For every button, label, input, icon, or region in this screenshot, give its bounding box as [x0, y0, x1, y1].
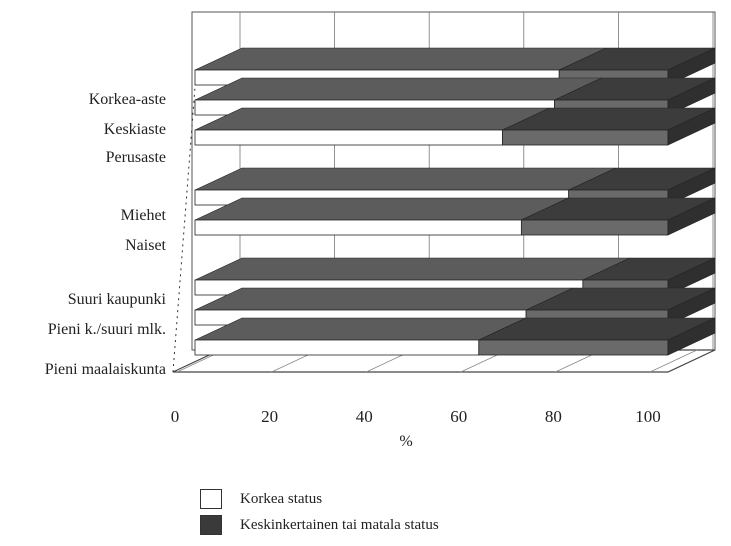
bar-segment — [194, 107, 550, 146]
x-axis-label: % — [399, 433, 412, 450]
bar-top-face — [194, 47, 607, 71]
bar-side-face — [667, 317, 716, 356]
category-label: Miehet — [121, 207, 167, 224]
bar-front-face — [520, 219, 669, 236]
x-tick-label: 60 — [450, 407, 467, 426]
bar-front-face — [502, 129, 669, 146]
category-label: Suuri kaupunki — [68, 291, 167, 308]
chart: Korkea-aste Keskiaste Perusaste Miehet Naise… — [45, 11, 716, 450]
bar-side-face — [667, 197, 716, 236]
bar-top-face — [194, 77, 602, 101]
category-label: Pieni k./suuri mlk. — [48, 321, 166, 338]
bar-top-face — [194, 317, 526, 341]
bars — [194, 47, 716, 356]
bar-front-face — [194, 219, 522, 236]
left-axis — [172, 67, 197, 373]
legend-swatch-low — [200, 515, 222, 535]
bar-side-face — [667, 107, 716, 146]
legend: Korkea status Keskinkertainen tai matala… — [200, 488, 439, 540]
bar-top-face — [194, 197, 569, 221]
category-label: Korkea-aste — [89, 91, 166, 108]
floor-gridline — [649, 349, 698, 373]
legend-label-high: Korkea status — [240, 490, 323, 507]
x-tick-label: 40 — [356, 407, 373, 426]
x-tick-label: 80 — [545, 407, 562, 426]
x-tick-label: 100 — [635, 407, 661, 426]
category-label: Keskiaste — [104, 121, 166, 138]
bar-top-face — [194, 167, 616, 191]
legend-label-low: Keskinkertainen tai matala status — [240, 516, 439, 533]
bar-top-face — [194, 107, 550, 131]
bar-segment — [194, 317, 526, 356]
category-label: Pieni maalaiskunta — [45, 361, 166, 378]
bar-segment — [520, 197, 716, 236]
bar-front-face — [194, 339, 480, 356]
bar-top-face — [194, 257, 630, 281]
legend-swatch-high — [200, 489, 222, 509]
legend-item-high: Korkea status — [200, 488, 439, 510]
category-label: Perusaste — [106, 149, 166, 166]
bar-front-face — [194, 129, 503, 146]
bar-top-face — [194, 287, 574, 311]
bar-front-face — [478, 339, 669, 356]
x-tick-labels: 0 20 40 60 80 100 — [171, 407, 661, 426]
category-labels: Korkea-aste Keskiaste Perusaste Miehet Naise… — [45, 91, 167, 378]
bar-segment — [478, 317, 716, 356]
x-tick-label: 0 — [171, 407, 180, 426]
floor-outline — [172, 349, 716, 373]
x-tick-label: 20 — [261, 407, 278, 426]
bar-segment — [194, 197, 569, 236]
legend-item-low: Keskinkertainen tai matala status — [200, 514, 439, 536]
bar-segment — [502, 107, 716, 146]
category-label: Naiset — [125, 237, 166, 254]
